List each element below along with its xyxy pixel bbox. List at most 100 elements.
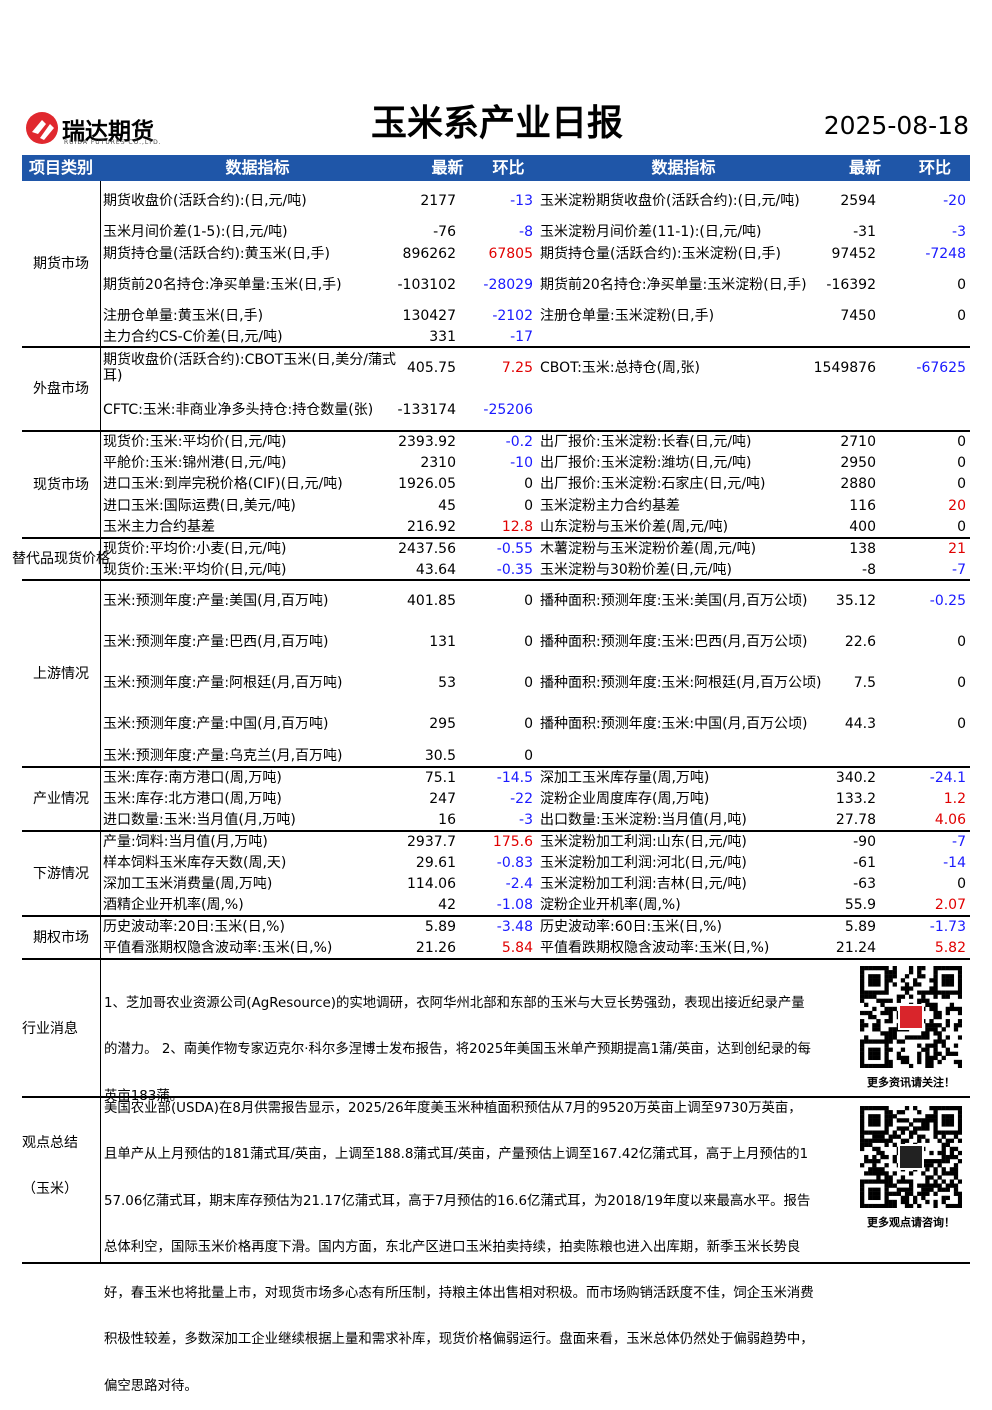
indicator-name: 玉米主力合约基差 <box>103 519 215 536</box>
indicator-name: 淀粉企业周度库存(周,万吨) <box>540 790 710 807</box>
column-header: 最新 <box>415 155 480 181</box>
latest-value: 405.75 <box>407 360 456 376</box>
indicator-name: 玉米淀粉加工利润:河北(日,元/吨) <box>540 854 747 871</box>
change-value: 0 <box>957 455 966 472</box>
change-value: -7 <box>952 833 966 850</box>
indicator-name: 玉米:预测年度:产量:乌克兰(月,百万吨) <box>103 747 343 764</box>
change-value: -14 <box>943 854 966 871</box>
change-value: 21 <box>948 540 966 557</box>
latest-value: 400 <box>849 519 876 536</box>
change-value: -67625 <box>916 360 966 376</box>
indicator-name: 玉米淀粉与30粉价差(日,元/吨) <box>540 561 732 578</box>
indicator-name: 玉米:预测年度:产量:巴西(月,百万吨) <box>103 633 329 650</box>
logo-icon <box>26 112 58 144</box>
change-value: 0 <box>957 308 966 324</box>
latest-value: 21.26 <box>415 940 456 957</box>
report-date: 2025-08-18 <box>823 111 969 140</box>
change-value: -1.73 <box>929 918 966 935</box>
change-value: 4.06 <box>934 812 966 829</box>
latest-value: 30.5 <box>424 747 456 764</box>
change-value: -0.83 <box>496 854 533 871</box>
latest-value: 116 <box>849 497 876 514</box>
change-value: 67805 <box>488 246 533 262</box>
indicator-name: 播种面积:预测年度:玉米:美国(月,百万公顷) <box>540 592 808 609</box>
latest-value: 896262 <box>402 246 456 262</box>
change-value: 0 <box>957 433 966 450</box>
indicator-name: CFTC:玉米:非商业净多头持仓:持仓数量(张) <box>103 402 374 418</box>
latest-value: 2437.56 <box>398 540 456 557</box>
latest-value: 130427 <box>402 308 456 324</box>
section-divider <box>22 766 970 768</box>
latest-value: -63 <box>853 876 876 893</box>
indicator-name: 产量:饲料:当月值(月,万吨) <box>103 833 268 850</box>
latest-value: -90 <box>853 833 876 850</box>
change-value: -1.08 <box>496 897 533 914</box>
indicator-name: 玉米淀粉加工利润:吉林(日,元/吨) <box>540 876 747 893</box>
column-header: 环比 <box>480 155 537 181</box>
news-label: 行业消息 <box>22 1020 78 1037</box>
change-value: 0 <box>957 674 966 691</box>
section-divider <box>22 346 970 348</box>
indicator-name: 玉米月间价差(1-5):(日,元/吨) <box>103 224 288 240</box>
latest-value: 2177 <box>420 193 456 209</box>
latest-value: 5.89 <box>844 918 876 935</box>
change-value: -0.55 <box>496 540 533 557</box>
change-value: -0.2 <box>505 433 533 450</box>
indicator-name: 平舱价:玉米:锦州港(日,元/吨) <box>103 455 287 472</box>
indicator-name: 主力合约CS-C价差(日,元/吨) <box>103 329 283 345</box>
indicator-name: 淀粉企业开机率(周,%) <box>540 897 681 914</box>
indicator-name: 出口数量:玉米淀粉:当月值(月,吨) <box>540 812 747 829</box>
column-header: 项目类别 <box>22 155 100 181</box>
change-value: 12.8 <box>501 519 533 536</box>
indicator-name: 平值看跌期权隐含波动率:玉米(日,%) <box>540 940 770 957</box>
change-value: -24.1 <box>929 769 966 786</box>
latest-value: 2393.92 <box>398 433 456 450</box>
change-value: 0 <box>524 674 533 691</box>
latest-value: 44.3 <box>844 715 876 732</box>
indicator-name: 进口玉米:到岸完税价格(CIF)(日,元/吨) <box>103 476 343 493</box>
latest-value: 2880 <box>840 476 876 493</box>
indicator-name: 玉米:库存:北方港口(周,万吨) <box>103 790 282 807</box>
change-value: 0 <box>524 497 533 514</box>
latest-value: 216.92 <box>407 519 456 536</box>
indicator-name: 木薯淀粉与玉米淀粉价差(周,元/吨) <box>540 540 757 557</box>
change-value: -10 <box>510 455 533 472</box>
indicator-name: 现货价:玉米:平均价(日,元/吨) <box>103 561 287 578</box>
latest-value: 138 <box>849 540 876 557</box>
indicator-name: 酒精企业开机率(周,%) <box>103 897 244 914</box>
indicator-name: CBOT:玉米:总持仓(周,张) <box>540 360 700 376</box>
change-value: 20 <box>948 497 966 514</box>
logo-text: 瑞达期货 <box>62 119 154 145</box>
latest-value: 21.24 <box>835 940 876 957</box>
summary-label: 观点总结（玉米） <box>22 1135 78 1197</box>
change-value: -3 <box>519 812 533 829</box>
column-divider <box>100 181 101 1263</box>
indicator-name: 出厂报价:玉米淀粉:长春(日,元/吨) <box>540 433 752 450</box>
latest-value: 53 <box>438 674 456 691</box>
indicator-name: 样本饲料玉米库存天数(周,天) <box>103 854 287 871</box>
change-value: -2.4 <box>505 876 533 893</box>
change-value: -28029 <box>483 277 533 293</box>
indicator-name: 进口数量:玉米:当月值(月,万吨) <box>103 812 296 829</box>
indicator-name: 出厂报价:玉米淀粉:石家庄(日,元/吨) <box>540 476 766 493</box>
category-label: 产业情况 <box>33 791 89 807</box>
category-label: 替代品现货价格 <box>12 551 110 567</box>
indicator-name: 平值看涨期权隐含波动率:玉米(日,%) <box>103 940 333 957</box>
indicator-name: 期货前20名持仓:净买单量:玉米淀粉(日,手) <box>540 277 807 293</box>
indicator-name: 玉米淀粉主力合约基差 <box>540 497 680 514</box>
column-header: 数据指标 <box>100 155 415 181</box>
indicator-name: 期货前20名持仓:净买单量:玉米(日,手) <box>103 277 342 293</box>
section-divider <box>22 430 970 432</box>
indicator-name: 历史波动率:20日:玉米(日,%) <box>103 918 285 935</box>
indicator-name: 期货收盘价(活跃合约):(日,元/吨) <box>103 193 307 209</box>
category-label: 期权市场 <box>33 929 89 946</box>
indicator-name: 进口玉米:国际运费(日,美元/吨) <box>103 497 296 514</box>
latest-value: 2950 <box>840 455 876 472</box>
latest-value: 35.12 <box>835 592 876 609</box>
change-value: -0.35 <box>496 561 533 578</box>
indicator-name: 玉米:预测年度:产量:美国(月,百万吨) <box>103 592 329 609</box>
qr-caption: 更多资讯请关注！ <box>867 1076 955 1089</box>
indicator-name: 玉米:库存:南方港口(周,万吨) <box>103 769 282 786</box>
change-value: -3.48 <box>496 918 533 935</box>
